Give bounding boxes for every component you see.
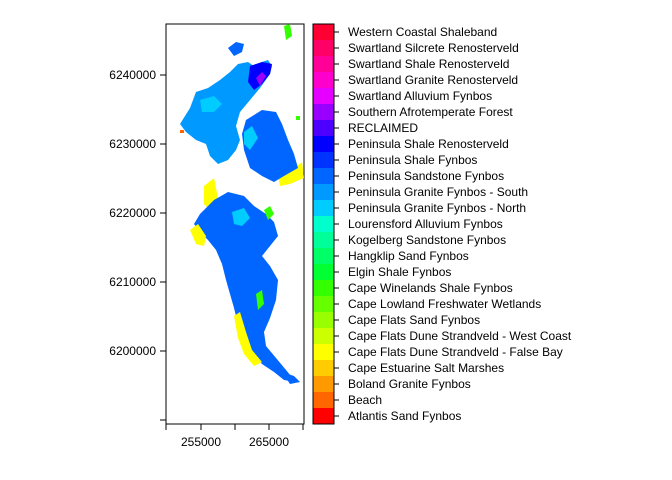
map-speck-orange: [180, 130, 184, 133]
map-region-purple: [256, 72, 266, 86]
map-region-east-cyan: [244, 126, 258, 150]
legend-label: Southern Afrotemperate Forest: [348, 105, 513, 119]
map-region-top-tip: [228, 42, 244, 56]
y-tick-label: 6230000: [109, 137, 156, 151]
legend-swatch: [313, 56, 334, 73]
legend-swatch: [313, 328, 334, 345]
map-region-north-cyan: [200, 96, 222, 112]
x-tick-label: 255000: [181, 435, 221, 449]
legend-swatch: [313, 248, 334, 265]
legend-swatch: [313, 280, 334, 297]
legend-label: Boland Granite Fynbos: [348, 377, 471, 391]
legend-label: Peninsula Granite Fynbos - North: [348, 201, 526, 215]
legend-label: Swartland Granite Renosterveld: [348, 73, 518, 87]
legend: Western Coastal Shaleband Swartland Silcr…: [312, 23, 572, 425]
legend-label: Peninsula Shale Renosterveld: [348, 137, 509, 151]
legend-label: Swartland Alluvium Fynbos: [348, 89, 492, 103]
y-tick-label: 6240000: [109, 68, 156, 82]
legend-label: Atlantis Sand Fynbos: [348, 409, 461, 423]
x-tick-label: 265000: [249, 435, 289, 449]
legend-swatch: [313, 104, 334, 121]
y-tick-label: 6210000: [109, 275, 156, 289]
legend-label: Kogelberg Sandstone Fynbos: [348, 233, 506, 247]
legend-swatch: [313, 392, 334, 409]
map-raster: [180, 24, 304, 384]
y-tick-label: 6200000: [109, 344, 156, 358]
legend-label: Swartland Shale Renosterveld: [348, 57, 509, 71]
map-region-green-east: [284, 24, 292, 40]
legend-swatch: [313, 312, 334, 329]
legend-swatch: [313, 232, 334, 249]
map-region-central-yellow: [190, 224, 206, 246]
legend-swatch: [313, 72, 334, 89]
y-tick-label: 6220000: [109, 206, 156, 220]
legend-swatch: [313, 136, 334, 153]
map-region-south-yellow: [234, 312, 262, 366]
legend-label: Cape Winelands Shale Fynbos: [348, 281, 513, 295]
legend-label: Cape Lowland Freshwater Wetlands: [348, 297, 541, 311]
map-speck-green: [296, 116, 300, 120]
legend-label: Beach: [348, 393, 382, 407]
legend-swatch: [313, 344, 334, 361]
legend-label: RECLAIMED: [348, 121, 418, 135]
legend-swatch: [313, 264, 334, 281]
map-region-south-tip: [282, 372, 300, 384]
legend-label: Cape Flats Dune Strandveld - False Bay: [348, 345, 563, 359]
legend-swatch: [313, 24, 334, 41]
legend-swatch: [313, 40, 334, 57]
legend-label: Hangklip Sand Fynbos: [348, 249, 469, 263]
legend-swatch: [313, 200, 334, 217]
legend-swatch: [313, 184, 334, 201]
map-region-central: [194, 192, 296, 382]
legend-label: Elgin Shale Fynbos: [348, 265, 451, 279]
legend-swatch: [313, 376, 334, 393]
legend-label: Cape Flats Dune Strandveld - West Coast: [348, 329, 572, 343]
legend-swatch: [313, 360, 334, 377]
legend-label: Cape Flats Sand Fynbos: [348, 313, 480, 327]
legend-swatch: [313, 168, 334, 185]
legend-swatch: [313, 296, 334, 313]
legend-swatch: [313, 216, 334, 233]
map-region-green-right: [264, 206, 274, 220]
legend-label: Peninsula Shale Fynbos: [348, 153, 477, 167]
legend-swatch: [313, 120, 334, 137]
legend-frame: [312, 23, 335, 425]
map-region-north: [180, 60, 272, 164]
legend-label: Lourensford Alluvium Fynbos: [348, 217, 503, 231]
map-region-east-blue: [242, 110, 298, 182]
legend-label: Peninsula Sandstone Fynbos: [348, 169, 504, 183]
x-axis: 255000 265000: [165, 424, 304, 449]
legend-swatch: [313, 408, 334, 425]
legend-label: Peninsula Granite Fynbos - South: [348, 185, 528, 199]
y-axis: 6200000 6210000 6220000 6230000 6240000: [109, 68, 166, 421]
legend-swatch: [313, 88, 334, 105]
legend-label: Swartland Silcrete Renosterveld: [348, 41, 519, 55]
map-region-central-cyan: [232, 208, 250, 226]
legend-swatch: [313, 152, 334, 169]
legend-label: Western Coastal Shaleband: [348, 25, 497, 39]
map-region-green-central: [256, 290, 264, 310]
legend-label: Cape Estuarine Salt Marshes: [348, 361, 504, 375]
